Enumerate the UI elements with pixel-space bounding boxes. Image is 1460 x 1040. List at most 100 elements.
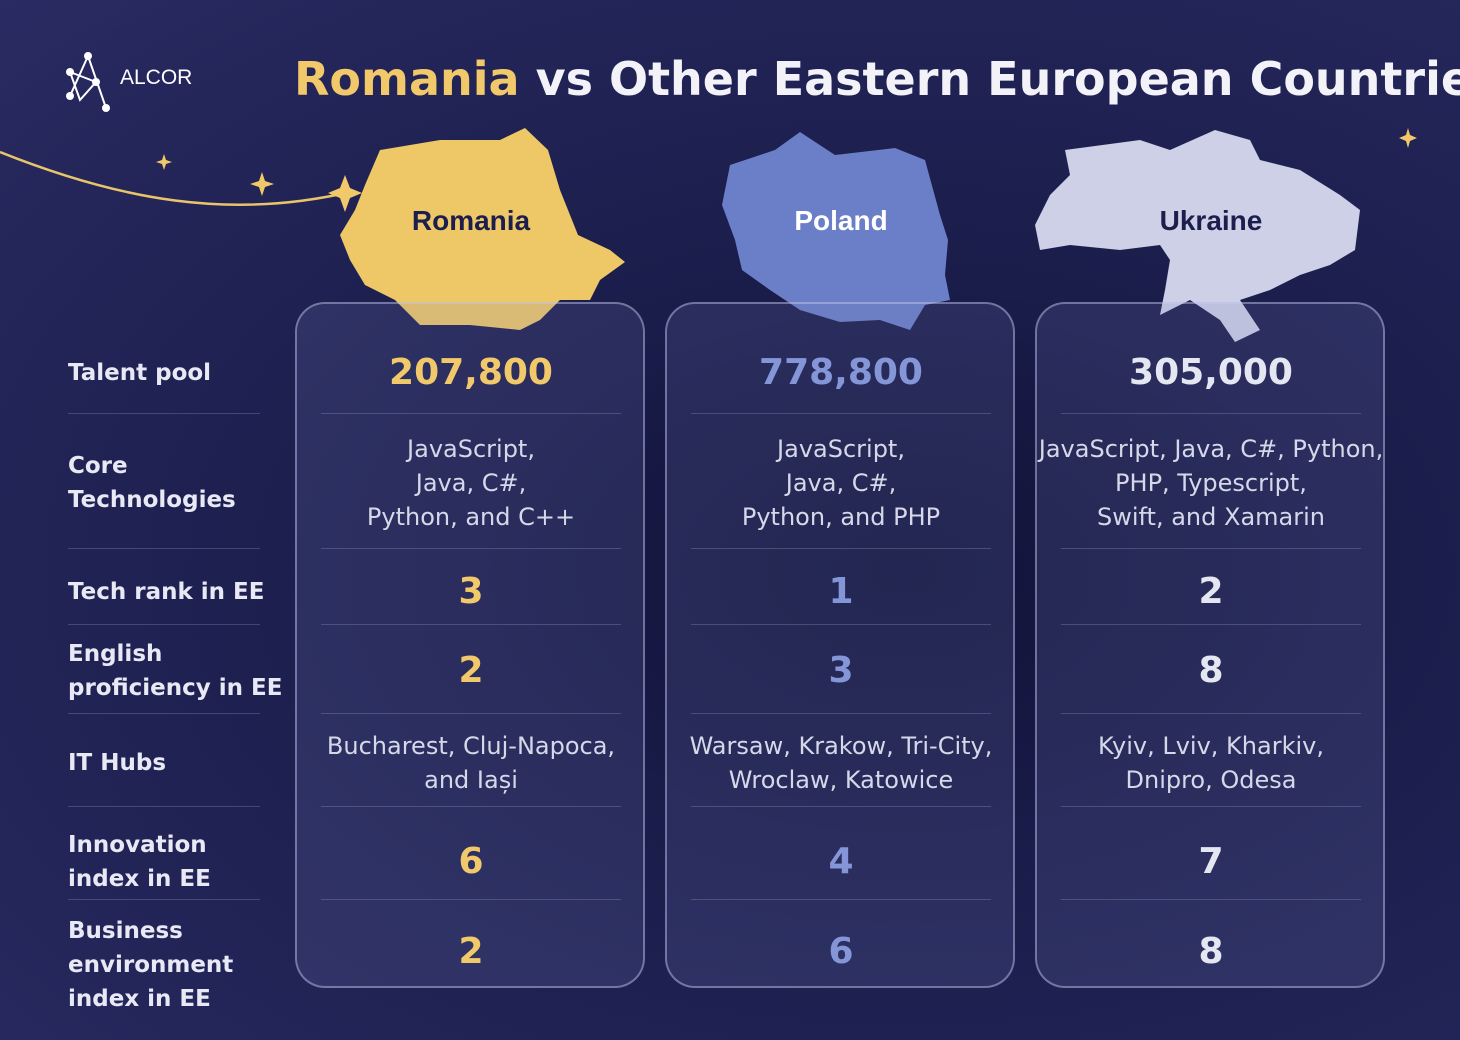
poland-map bbox=[722, 132, 950, 330]
row-label: English proficiency in EE bbox=[68, 637, 282, 705]
cell-separator bbox=[691, 548, 991, 549]
cell-value: 7 bbox=[1035, 840, 1387, 884]
country-name: Romania bbox=[411, 205, 531, 236]
row-separator bbox=[68, 548, 260, 549]
cell-value: 6 bbox=[665, 930, 1017, 974]
row-label: Business environment index in EE bbox=[68, 914, 233, 1016]
text-line: Python, and C++ bbox=[366, 503, 576, 531]
cell-value: 8 bbox=[1035, 930, 1387, 974]
text-line: JavaScript, Java, C#, Python, bbox=[1038, 435, 1384, 463]
cell-separator bbox=[1061, 624, 1361, 625]
romania-map bbox=[340, 128, 625, 330]
cell-separator bbox=[321, 413, 621, 414]
text-line: Python, and PHP bbox=[741, 503, 941, 531]
text-line: 1 bbox=[828, 571, 854, 612]
title-rest: vs Other Eastern European Countries bbox=[535, 52, 1460, 106]
text-line: index in EE bbox=[68, 866, 211, 892]
cell-value: 305,000 bbox=[1035, 351, 1387, 395]
row-separator bbox=[68, 624, 260, 625]
cell-text: JavaScript, Java, C#, Python, and PHP bbox=[665, 432, 1017, 534]
text-line: 8 bbox=[1198, 650, 1224, 691]
text-line: 6 bbox=[828, 931, 854, 972]
cell-value: 4 bbox=[665, 840, 1017, 884]
cell-value: 6 bbox=[295, 840, 647, 884]
row-separator bbox=[68, 713, 260, 714]
cell-separator bbox=[1061, 899, 1361, 900]
text-line: 6 bbox=[458, 841, 484, 882]
text-line: Talent pool bbox=[68, 360, 212, 386]
country-card bbox=[1035, 302, 1385, 988]
cell-separator bbox=[691, 713, 991, 714]
text-line: Innovation bbox=[68, 832, 207, 858]
row-separator bbox=[68, 413, 260, 414]
star-trail bbox=[0, 150, 351, 207]
row-label: Innovation index in EE bbox=[68, 828, 211, 896]
cell-separator bbox=[1061, 713, 1361, 714]
row-label: Core Technologies bbox=[68, 449, 236, 517]
cell-separator bbox=[321, 548, 621, 549]
logo-text: ALCOR bbox=[120, 66, 193, 89]
text-line: 7 bbox=[1198, 841, 1224, 882]
text-line: 778,800 bbox=[759, 352, 923, 393]
title: Romania vs Other Eastern European Countr… bbox=[294, 52, 1460, 106]
title-highlight: Romania bbox=[294, 52, 520, 106]
cell-separator bbox=[321, 713, 621, 714]
ukraine-map bbox=[1035, 130, 1360, 342]
text-line: IT Hubs bbox=[68, 750, 167, 776]
text-line: PHP, Typescript, bbox=[1115, 469, 1307, 497]
cell-separator bbox=[691, 413, 991, 414]
cell-text: Kyiv, Lviv, Kharkiv, Dnipro, Odesa bbox=[1035, 729, 1387, 797]
text-line: Swift, and Xamarin bbox=[1097, 503, 1325, 531]
cell-separator bbox=[321, 624, 621, 625]
cell-separator bbox=[321, 899, 621, 900]
text-line: Warsaw, Krakow, Tri-City, bbox=[689, 732, 993, 760]
text-line: Java, C#, bbox=[785, 469, 897, 497]
cell-value: 2 bbox=[295, 930, 647, 974]
cell-separator bbox=[1061, 806, 1361, 807]
text-line: 2 bbox=[1198, 571, 1224, 612]
cell-text: JavaScript, Java, C#, Python, and C++ bbox=[295, 432, 647, 534]
star bbox=[156, 154, 172, 170]
text-line: Wroclaw, Katowice bbox=[728, 766, 954, 794]
text-line: environment bbox=[68, 952, 234, 978]
text-line: and Iași bbox=[424, 766, 518, 794]
text-line: JavaScript, bbox=[407, 435, 535, 463]
cell-separator bbox=[691, 899, 991, 900]
row-separator bbox=[68, 806, 260, 807]
text-line: 305,000 bbox=[1129, 352, 1293, 393]
text-line: 2 bbox=[458, 931, 484, 972]
text-line: index in EE bbox=[68, 986, 211, 1012]
cell-separator bbox=[1061, 413, 1361, 414]
cell-value: 2 bbox=[295, 649, 647, 693]
text-line: Business bbox=[68, 918, 183, 944]
star bbox=[328, 175, 362, 212]
row-label: IT Hubs bbox=[68, 746, 166, 780]
text-line: proficiency in EE bbox=[68, 675, 283, 701]
cell-separator bbox=[321, 806, 621, 807]
cell-value: 2 bbox=[1035, 570, 1387, 614]
country-card bbox=[295, 302, 645, 988]
country-card bbox=[665, 302, 1015, 988]
cell-text: Bucharest, Cluj-Napoca, and Iași bbox=[295, 729, 647, 797]
cell-value: 3 bbox=[295, 570, 647, 614]
text-line: 2 bbox=[458, 650, 484, 691]
text-line: Java, C#, bbox=[415, 469, 527, 497]
row-label: Talent pool bbox=[68, 356, 211, 390]
cell-text: JavaScript, Java, C#, Python, PHP, Typesc… bbox=[1035, 432, 1387, 534]
cell-separator bbox=[691, 624, 991, 625]
text-line: Core bbox=[68, 453, 128, 479]
text-line: 8 bbox=[1198, 931, 1224, 972]
cell-text: Warsaw, Krakow, Tri-City, Wroclaw, Katowi… bbox=[665, 729, 1017, 797]
cell-value: 8 bbox=[1035, 649, 1387, 693]
cell-value: 207,800 bbox=[295, 351, 647, 395]
text-line: Bucharest, Cluj-Napoca, bbox=[326, 732, 616, 760]
country-name: Poland bbox=[794, 205, 888, 236]
text-line: Kyiv, Lviv, Kharkiv, bbox=[1098, 732, 1324, 760]
text-line: JavaScript, bbox=[777, 435, 905, 463]
country-name: Ukraine bbox=[1159, 205, 1263, 236]
cell-separator bbox=[691, 806, 991, 807]
text-line: Technologies bbox=[68, 487, 236, 513]
text-line: 4 bbox=[828, 841, 854, 882]
